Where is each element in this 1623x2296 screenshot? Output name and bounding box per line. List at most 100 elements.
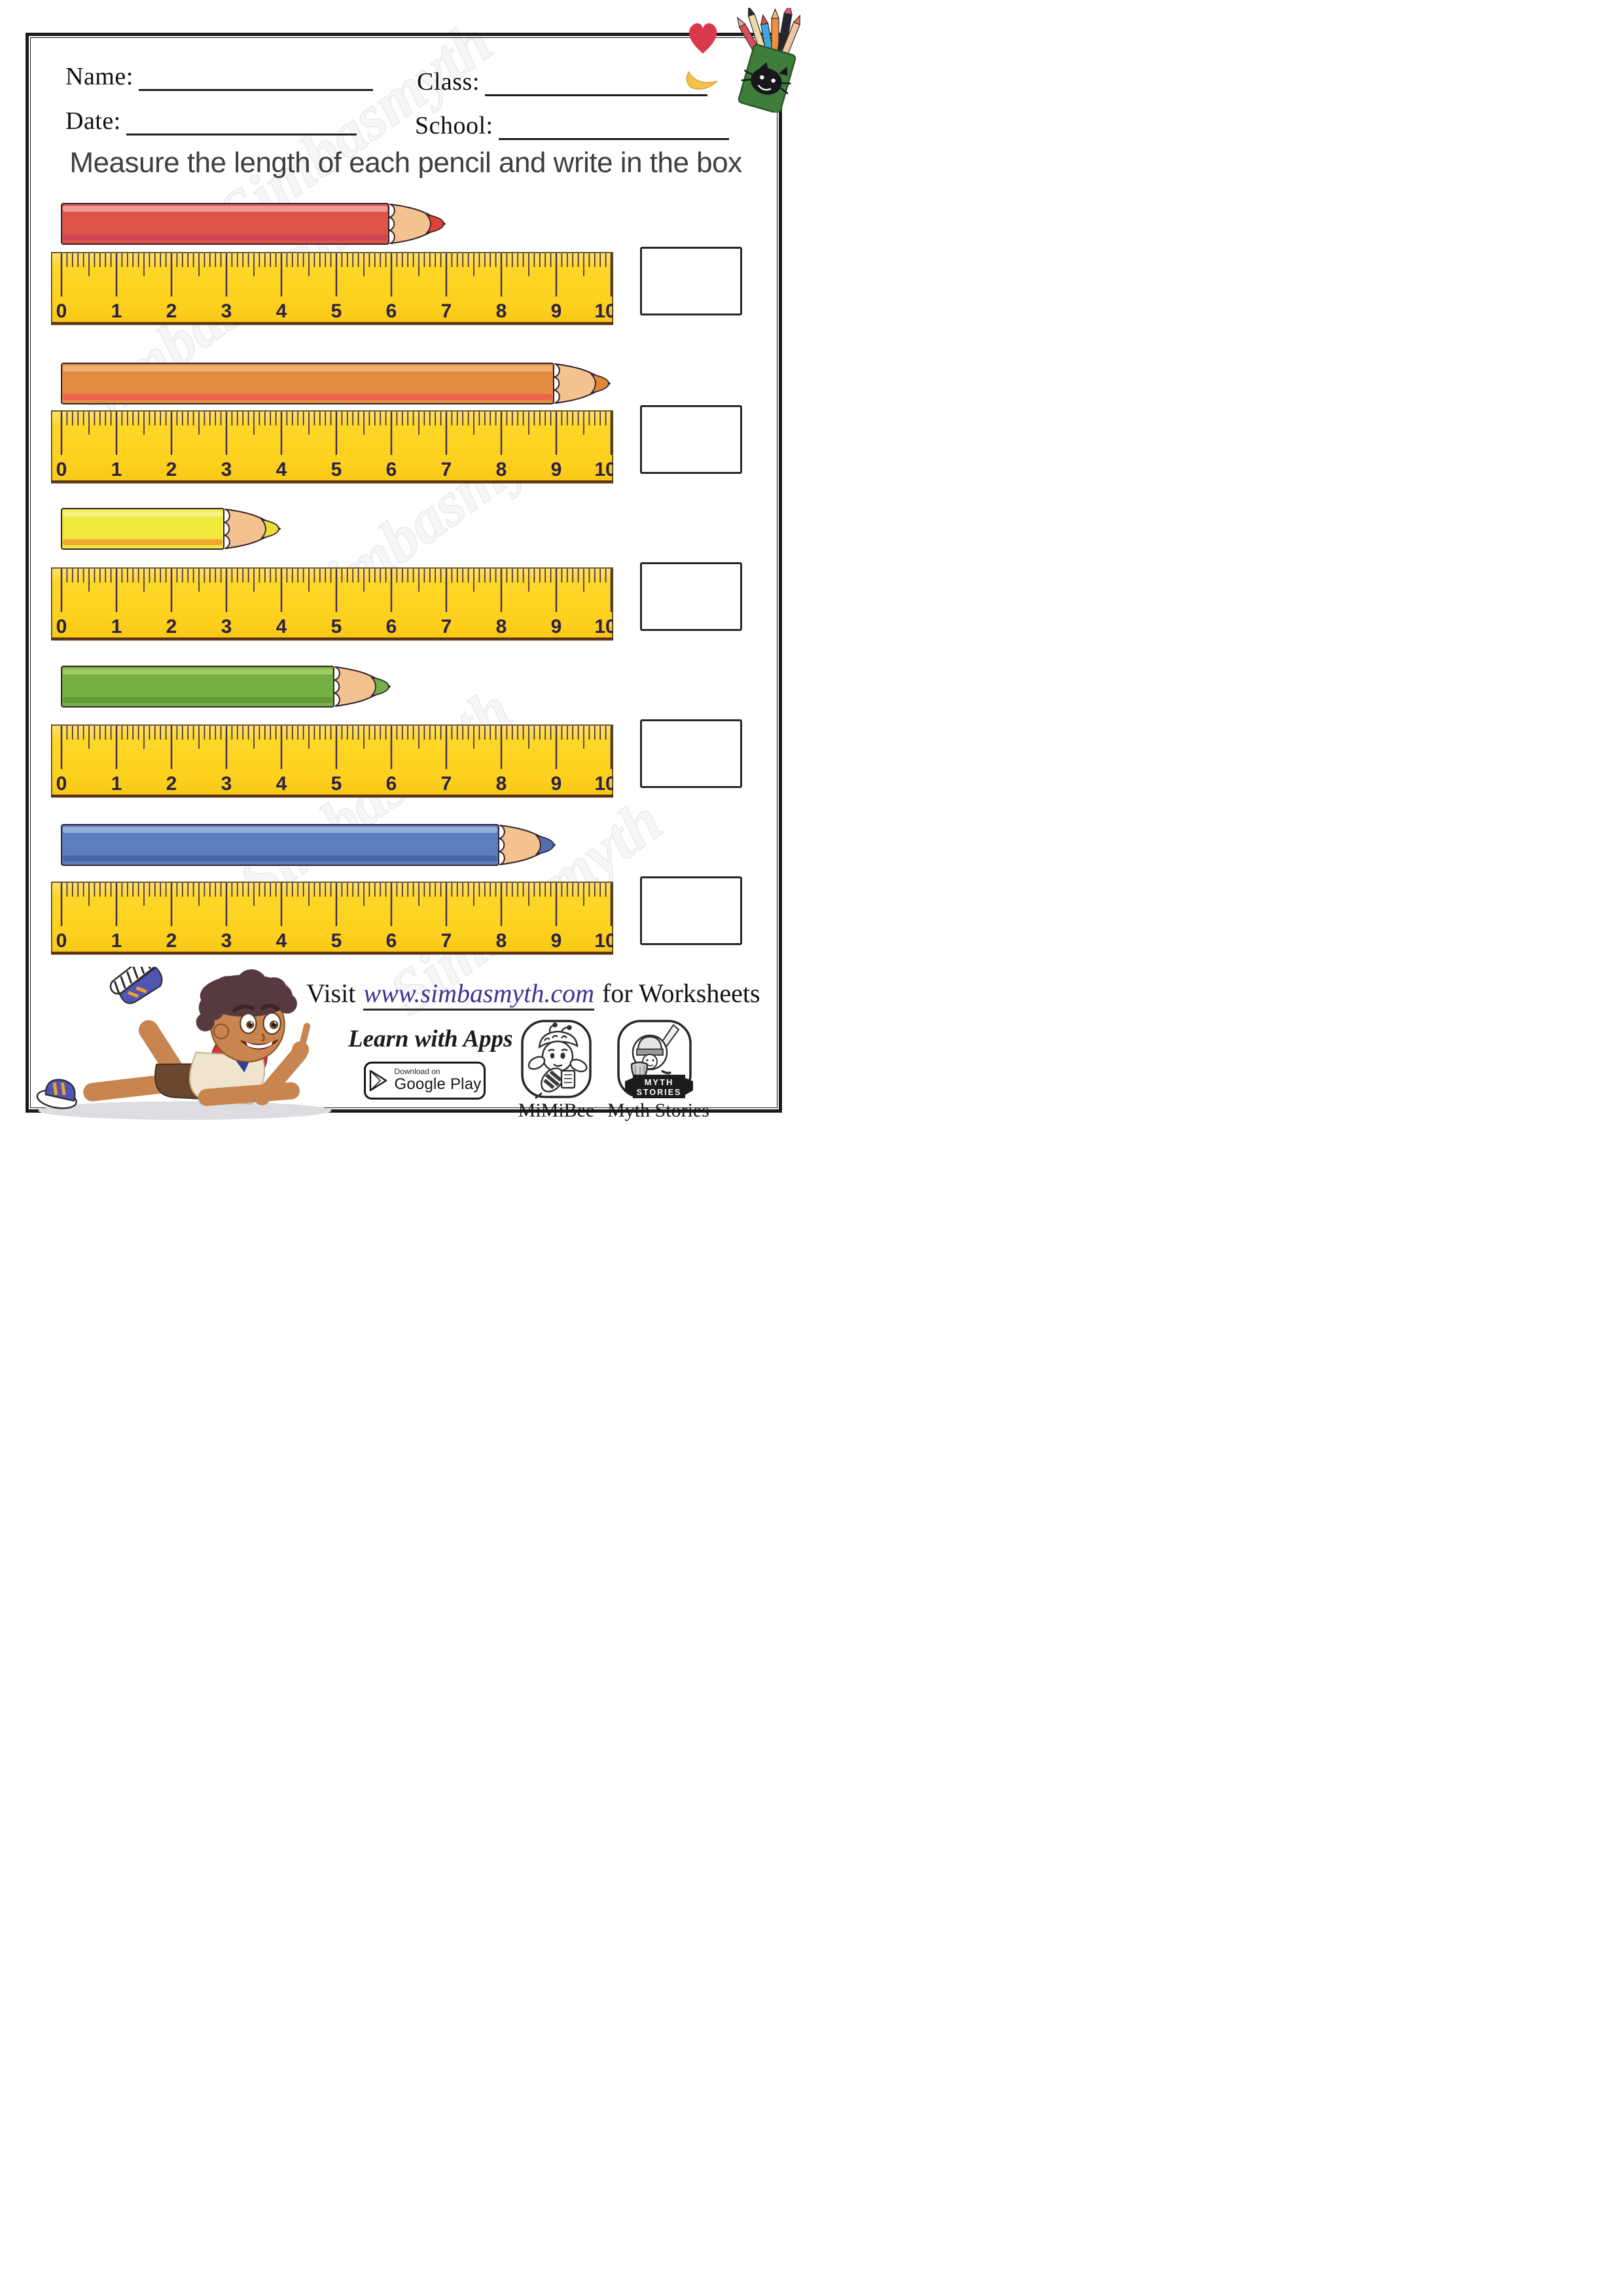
pencil-ruler-row: 0 1 2 3 4 5 6 7 8 9 10: [51, 361, 613, 486]
heart-icon: [688, 23, 717, 54]
svg-text:8: 8: [496, 773, 507, 795]
field-label: Name:: [65, 63, 134, 90]
class-input-line[interactable]: [484, 71, 707, 96]
svg-text:7: 7: [441, 459, 452, 480]
svg-text:10: 10: [594, 930, 613, 952]
svg-text:8: 8: [496, 459, 507, 480]
pencil-red: [61, 203, 446, 245]
svg-text:3: 3: [221, 616, 232, 637]
svg-text:0: 0: [56, 459, 67, 480]
svg-text:9: 9: [551, 773, 562, 795]
svg-text:2: 2: [166, 773, 177, 795]
answer-box[interactable]: [640, 405, 742, 474]
svg-text:1: 1: [111, 930, 122, 952]
svg-text:4: 4: [276, 616, 287, 637]
svg-text:0: 0: [56, 616, 67, 637]
svg-text:7: 7: [441, 616, 452, 637]
svg-text:5: 5: [331, 773, 342, 795]
cup-body: [738, 44, 796, 113]
ruler: 0 1 2 3 4 5 6 7 8 9 10: [51, 410, 613, 484]
svg-text:3: 3: [221, 773, 232, 795]
svg-text:1: 1: [111, 459, 122, 480]
svg-text:9: 9: [551, 930, 562, 952]
svg-text:1: 1: [111, 773, 122, 795]
svg-text:7: 7: [441, 930, 452, 952]
learn-with-apps-text: Learn with Apps: [348, 1026, 513, 1052]
answer-box[interactable]: [640, 876, 742, 945]
header-field-date: Date:: [65, 107, 357, 135]
svg-text:4: 4: [276, 300, 287, 322]
ruler: 0 1 2 3 4 5 6 7 8 9 10: [51, 567, 613, 641]
page-border-inner: [30, 37, 777, 1108]
visit-line: Visit www.simbasmyth.com for Worksheets: [306, 978, 760, 1011]
svg-text:6: 6: [386, 773, 397, 795]
svg-text:1: 1: [111, 616, 122, 637]
svg-text:3: 3: [221, 300, 232, 322]
svg-text:8: 8: [496, 616, 507, 637]
app-label-mimibee: MiMiBee: [518, 1100, 595, 1121]
svg-text:5: 5: [331, 459, 342, 480]
svg-text:3: 3: [221, 930, 232, 952]
play-icon: [369, 1069, 387, 1092]
ruler: 0 1 2 3 4 5 6 7 8 9 10: [51, 725, 613, 798]
svg-text:2: 2: [166, 459, 177, 480]
google-play-badge[interactable]: Download on Google Play: [364, 1062, 486, 1100]
svg-text:6: 6: [386, 930, 397, 952]
svg-text:0: 0: [56, 300, 67, 322]
pencil-orange: [61, 363, 611, 404]
worksheet-title: Measure the length of each pencil and wr…: [69, 147, 742, 179]
name-input-line[interactable]: [138, 65, 373, 91]
svg-text:5: 5: [331, 616, 342, 637]
banana-icon: [686, 71, 718, 90]
bee-icon: [527, 1022, 588, 1100]
svg-text:6: 6: [386, 300, 397, 322]
app-label-myth-stories: Myth Stories: [607, 1100, 709, 1121]
svg-text:2: 2: [166, 300, 177, 322]
header-field-school: School:: [415, 111, 729, 140]
svg-text:6: 6: [386, 459, 397, 480]
visit-prefix: Visit: [306, 978, 356, 1008]
svg-text:3: 3: [221, 459, 232, 480]
svg-text:8: 8: [496, 930, 507, 952]
gp-line1: Download on: [394, 1067, 440, 1077]
boy-cartoon: [36, 967, 332, 1120]
svg-text:10: 10: [594, 459, 613, 480]
svg-text:1: 1: [111, 300, 122, 322]
page-border: [26, 33, 782, 1113]
answer-box[interactable]: [640, 719, 742, 788]
header-field-name: Name:: [65, 62, 373, 91]
svg-text:4: 4: [276, 459, 287, 480]
answer-box[interactable]: [640, 562, 742, 631]
ruler: 0 1 2 3 4 5 6 7 8 9 10: [51, 882, 613, 955]
svg-text:6: 6: [386, 616, 397, 637]
date-input-line[interactable]: [126, 110, 357, 135]
app-icon-myth-stories[interactable]: MYTH STORIES: [616, 1018, 693, 1100]
myth-banner-line2: STORIES: [637, 1088, 682, 1097]
svg-text:10: 10: [594, 300, 613, 322]
pencil-yellow: [61, 508, 281, 550]
visit-suffix: for Worksheets: [602, 978, 760, 1008]
answer-box[interactable]: [640, 247, 742, 315]
field-label: School:: [415, 112, 493, 139]
svg-text:10: 10: [594, 773, 613, 795]
svg-text:4: 4: [276, 773, 287, 795]
pencil-blue: [61, 824, 556, 866]
pencil-ruler-row: 0 1 2 3 4 5 6 7 8 9 10: [51, 202, 613, 328]
app-icon-mimibee[interactable]: [520, 1018, 593, 1100]
knight-icon: MYTH STORIES: [625, 1024, 693, 1098]
gp-line2: Google Play: [394, 1075, 482, 1094]
school-input-line[interactable]: [498, 115, 729, 140]
svg-text:5: 5: [331, 930, 342, 952]
svg-text:2: 2: [166, 930, 177, 952]
pencil-cup-icon: [686, 8, 800, 113]
svg-text:4: 4: [276, 930, 287, 952]
svg-text:9: 9: [551, 459, 562, 480]
pencil-ruler-row: 0 1 2 3 4 5 6 7 8 9 10: [51, 823, 613, 958]
svg-text:2: 2: [166, 616, 177, 637]
myth-banner-line1: MYTH: [645, 1077, 674, 1087]
pencil-ruler-row: 0 1 2 3 4 5 6 7 8 9 10: [51, 507, 613, 643]
field-label: Date:: [65, 107, 121, 135]
svg-text:9: 9: [551, 616, 562, 637]
svg-text:7: 7: [441, 300, 452, 322]
website-link[interactable]: www.simbasmyth.com: [363, 978, 594, 1011]
